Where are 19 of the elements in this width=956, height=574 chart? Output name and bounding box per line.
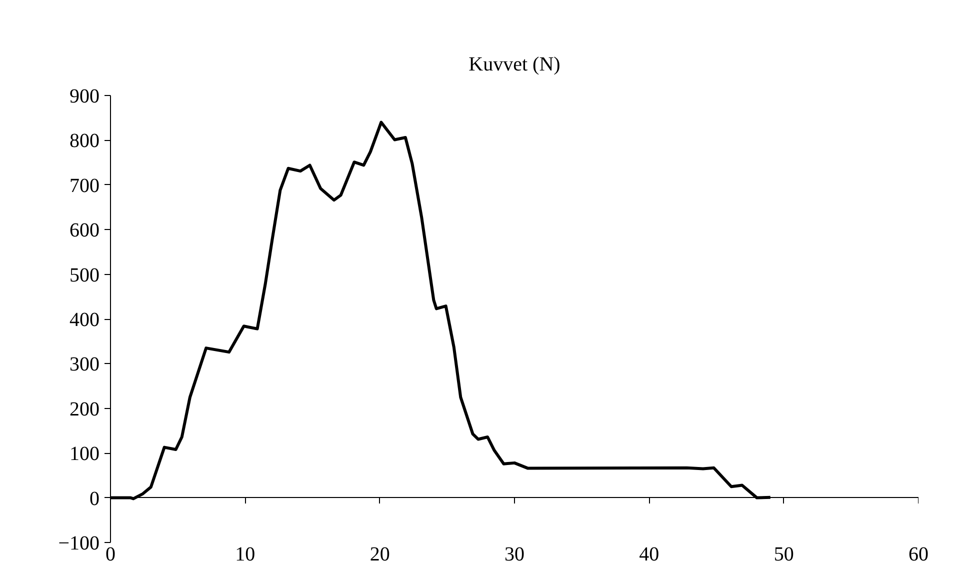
- x-tick-label: 60: [908, 544, 928, 566]
- x-tick-label: 30: [504, 544, 524, 566]
- y-tick-label: 200: [70, 398, 100, 420]
- x-tick-label: 20: [370, 544, 390, 566]
- y-tick-label: 300: [70, 354, 100, 376]
- y-tick-label: 500: [70, 264, 100, 286]
- x-tick-label: 10: [235, 544, 256, 566]
- y-tick-label: 600: [70, 220, 100, 242]
- y-tick-label: 700: [70, 174, 100, 197]
- x-tick-label: 40: [639, 544, 660, 566]
- y-tick-label: 400: [70, 309, 100, 331]
- y-tick-label: 0: [90, 488, 100, 510]
- y-tick-label: 800: [70, 130, 100, 152]
- y-tick-label: −100: [58, 532, 100, 554]
- x-tick-label: 0: [106, 544, 116, 566]
- x-tick-label: 50: [774, 544, 794, 566]
- y-tick-label: 100: [70, 443, 100, 466]
- y-tick-label: 900: [70, 86, 100, 108]
- chart-title: Kuvvet (N): [468, 54, 560, 76]
